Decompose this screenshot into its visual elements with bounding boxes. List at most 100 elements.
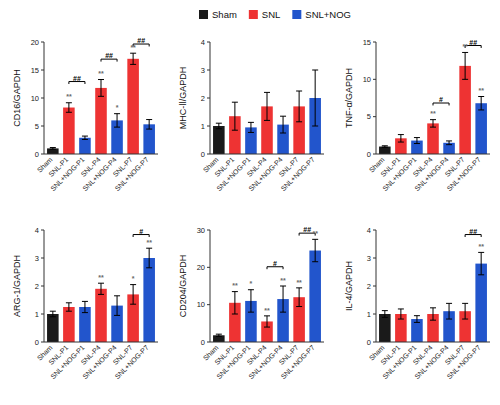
- error-bar: [280, 116, 286, 133]
- significance-label: **: [146, 239, 152, 246]
- y-tick-label: 1: [367, 310, 371, 319]
- bar: [63, 307, 75, 342]
- y-tick: [373, 116, 376, 117]
- panel: 01234ShamSNL-P1SNL+NOG-P1SNL-P4SNL+NOG-P…: [178, 38, 324, 193]
- y-tick: [373, 154, 376, 155]
- plot-area: [47, 235, 155, 342]
- y-tick: [41, 70, 44, 71]
- x-axis-line: [376, 342, 490, 343]
- bracket-label: ##: [137, 37, 145, 44]
- bar: [47, 148, 59, 154]
- error-bar: [414, 138, 420, 144]
- y-tick-label: 20: [197, 263, 205, 272]
- bar: [379, 147, 391, 154]
- bar: [95, 289, 107, 342]
- legend-swatch: [249, 10, 258, 19]
- y-tick: [41, 286, 44, 287]
- y-tick: [41, 342, 44, 343]
- legend-label: SNL: [262, 9, 280, 20]
- y-tick-label: 10: [197, 300, 205, 309]
- error-bar: [232, 102, 238, 130]
- figure: 05101520ShamSNL-P1SNL+NOG-P1SNL-P4SNL+NO…: [0, 0, 500, 405]
- y-axis-line: [210, 230, 211, 342]
- error-bar: [66, 103, 72, 113]
- error-bar: [462, 303, 468, 319]
- error-bar: [264, 316, 270, 327]
- y-tick: [41, 126, 44, 127]
- bracket: [267, 267, 283, 269]
- y-tick-label: 0: [35, 338, 39, 347]
- bracket-label: ##: [303, 226, 311, 233]
- y-tick-label: 4: [367, 226, 371, 235]
- legend-swatch: [292, 10, 301, 19]
- y-tick-label: 0: [367, 338, 371, 347]
- error-bar: [98, 283, 104, 294]
- y-tick: [207, 154, 210, 155]
- panel: 01234ShamSNL-P1SNL+NOG-P1SNL-P4SNL+NOG-P…: [12, 226, 158, 381]
- significance-label: **: [462, 43, 468, 50]
- significance-label: **: [430, 110, 436, 117]
- error-bar: [146, 248, 152, 268]
- y-tick-label: 4: [35, 226, 39, 235]
- significance-label: **: [478, 243, 484, 250]
- error-bar: [50, 148, 56, 150]
- error-bar: [114, 114, 120, 127]
- y-tick: [41, 314, 44, 315]
- error-bar: [446, 141, 452, 145]
- x-axis-line: [44, 342, 158, 343]
- error-bar: [382, 146, 388, 147]
- plot-area: [379, 235, 487, 342]
- x-tick-label: SNL+NOG-P7: [279, 156, 316, 193]
- bracket-label: #: [139, 228, 143, 235]
- bracket-label: ##: [469, 228, 477, 235]
- legend-label: SNL+NOG: [305, 9, 351, 20]
- y-axis-label: TNF-α/GAPDH: [344, 68, 354, 128]
- bracket: [69, 82, 85, 84]
- y-tick-label: 0: [201, 150, 205, 159]
- error-bar: [312, 239, 318, 261]
- legend-item: SNL: [249, 9, 280, 20]
- y-axis-label: ARG-1/GAPDH: [12, 255, 22, 317]
- y-tick: [207, 267, 210, 268]
- y-tick: [373, 342, 376, 343]
- error-bar: [82, 136, 88, 139]
- significance-label: *: [116, 104, 119, 111]
- significance-label: **: [98, 274, 104, 281]
- significance-label: **: [478, 87, 484, 94]
- y-tick: [207, 304, 210, 305]
- panel: 0102030ShamSNL-P1SNL+NOG-P1SNL-P4SNL+NOG…: [178, 226, 324, 381]
- significance-label: **: [130, 44, 136, 51]
- y-tick-label: 1: [35, 310, 39, 319]
- y-tick: [207, 230, 210, 231]
- error-bar: [248, 122, 254, 132]
- y-tick-label: 1: [201, 122, 205, 131]
- error-bar: [130, 53, 136, 64]
- y-tick: [373, 79, 376, 80]
- bracket-label: ##: [469, 39, 477, 46]
- y-tick-label: 0: [367, 150, 371, 159]
- y-axis-label: CD16/GAPDH: [12, 69, 22, 127]
- error-bar: [280, 286, 286, 312]
- error-bar: [98, 80, 104, 97]
- y-tick-label: 4: [201, 38, 205, 47]
- bar: [143, 258, 155, 342]
- y-tick: [41, 42, 44, 43]
- error-bar: [430, 308, 436, 320]
- y-tick-label: 30: [197, 226, 205, 235]
- legend-item: SNL+NOG: [292, 9, 351, 20]
- significance-label: **: [232, 282, 238, 289]
- y-tick-label: 5: [35, 122, 39, 131]
- error-bar: [398, 309, 404, 319]
- error-bar: [50, 311, 56, 317]
- bracket: [133, 235, 149, 237]
- y-tick: [207, 70, 210, 71]
- x-tick-label: SNL+NOG-P7: [113, 344, 150, 381]
- significance-label: **: [312, 230, 318, 237]
- bar: [95, 88, 107, 154]
- error-bar: [66, 303, 72, 311]
- error-bar: [264, 92, 270, 120]
- error-bar: [414, 316, 420, 323]
- y-tick: [373, 314, 376, 315]
- significance-label: **: [264, 307, 270, 314]
- y-axis-label: MHC-Ⅱ/GAPDH: [178, 67, 188, 129]
